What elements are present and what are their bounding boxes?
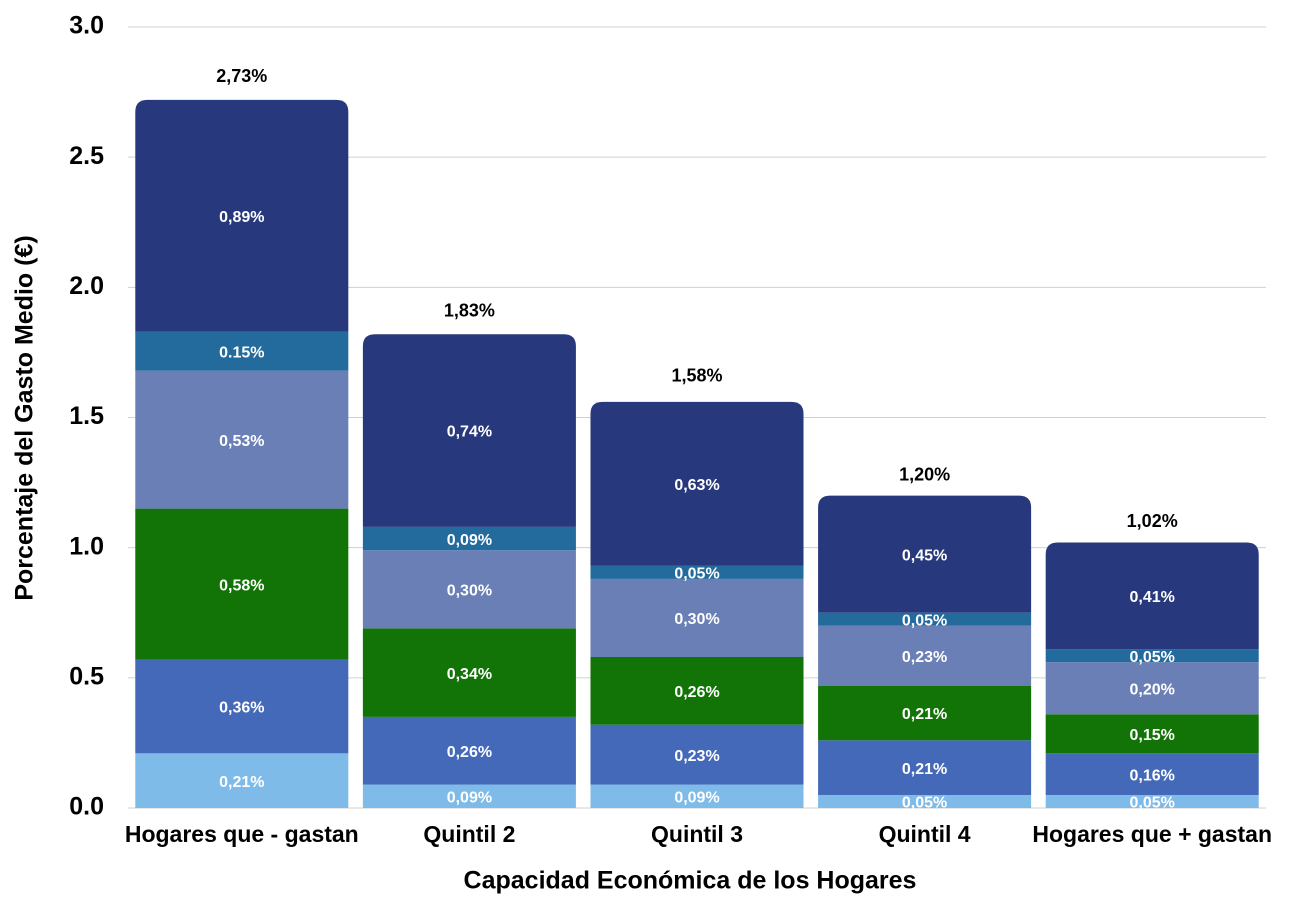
bar-segment	[1045, 794, 1259, 808]
segment-label: 0,58%	[219, 577, 264, 594]
bar-segment	[818, 495, 1032, 613]
segment-label: 0,21%	[902, 761, 947, 778]
segment-label: 0,26%	[447, 744, 492, 761]
bar-segment	[135, 331, 349, 371]
segment-label: 0,21%	[902, 706, 947, 723]
segment-label: 0,09%	[447, 790, 492, 807]
bar-segment	[135, 370, 349, 509]
bar-segment	[135, 99, 349, 332]
bar-segment	[362, 784, 576, 808]
segment-label: 0,09%	[447, 532, 492, 549]
bar-segment	[362, 628, 576, 717]
y-tick-label: 0.0	[69, 793, 104, 821]
segment-label: 0,34%	[447, 666, 492, 683]
y-tick-label: 1.5	[69, 402, 104, 430]
segment-label: 0,15%	[1130, 727, 1175, 744]
bar-segment	[1045, 662, 1259, 715]
bar-segment	[135, 508, 349, 660]
bar-segment	[590, 724, 804, 785]
segment-label: 0,63%	[674, 477, 719, 494]
y-axis-title: Porcentaje del Gasto Medio (€)	[11, 235, 39, 600]
bar-segment	[590, 578, 804, 658]
segment-label: 0,26%	[674, 684, 719, 701]
segment-label: 0,05%	[902, 795, 947, 812]
segment-label: 0.15%	[219, 344, 264, 361]
x-tick-label: Hogares que + gastan	[1032, 821, 1272, 847]
bar-segment	[135, 659, 349, 754]
bar-segment	[590, 784, 804, 808]
segment-label: 0,05%	[902, 612, 947, 629]
y-tick-label: 3.0	[69, 12, 104, 40]
segment-label: 0,05%	[1130, 649, 1175, 666]
y-tick-label: 2.0	[69, 272, 104, 300]
bar-segment	[818, 794, 1032, 808]
segment-label: 0,23%	[674, 748, 719, 765]
total-label: 1,20%	[899, 464, 950, 484]
bar-segment	[1045, 753, 1259, 795]
segment-label: 0,05%	[1130, 795, 1175, 812]
bar-segment	[1045, 649, 1259, 663]
bar-segment	[818, 625, 1032, 686]
bar-segment	[818, 612, 1032, 626]
segment-label: 0,36%	[219, 700, 264, 717]
y-tick-label: 0.5	[69, 662, 104, 690]
bar-segment	[362, 334, 576, 527]
segment-label: 0,09%	[674, 790, 719, 807]
x-tick-label: Quintil 4	[879, 821, 971, 847]
bar-segment	[1045, 714, 1259, 754]
total-label: 1,02%	[1127, 511, 1178, 531]
segment-label: 0,21%	[219, 774, 264, 791]
bar-segment	[135, 753, 349, 808]
segment-label: 0,23%	[902, 649, 947, 666]
x-tick-label: Hogares que - gastan	[125, 821, 359, 847]
total-label: 1,83%	[444, 300, 495, 320]
bar-segment	[362, 716, 576, 785]
x-axis-title: Capacidad Económica de los Hogares	[464, 867, 917, 895]
bar-segment	[818, 685, 1032, 741]
segment-label: 0,05%	[674, 566, 719, 583]
segment-label: 0,30%	[447, 583, 492, 600]
total-label: 2,73%	[216, 66, 267, 86]
x-tick-label: Quintil 3	[651, 821, 743, 847]
segment-label: 0,20%	[1130, 681, 1175, 698]
total-label: 1,58%	[671, 365, 722, 385]
segment-label: 0,41%	[1130, 589, 1175, 606]
y-tick-label: 1.0	[69, 532, 104, 560]
bar-segment	[818, 740, 1032, 795]
y-tick-label: 2.5	[69, 142, 104, 170]
bar-segment	[362, 526, 576, 551]
segment-label: 0,53%	[219, 433, 264, 450]
segment-label: 0,74%	[447, 424, 492, 441]
segment-label: 0,30%	[674, 611, 719, 628]
bar-segment	[590, 401, 804, 566]
segment-label: 0,16%	[1130, 767, 1175, 784]
bar-segment	[590, 565, 804, 579]
bar-segment	[1045, 542, 1259, 650]
x-tick-label: Quintil 2	[423, 821, 515, 847]
bar-segment	[590, 657, 804, 725]
segment-label: 0,89%	[219, 209, 264, 226]
bar-segment	[362, 550, 576, 629]
segment-label: 0,45%	[902, 547, 947, 564]
